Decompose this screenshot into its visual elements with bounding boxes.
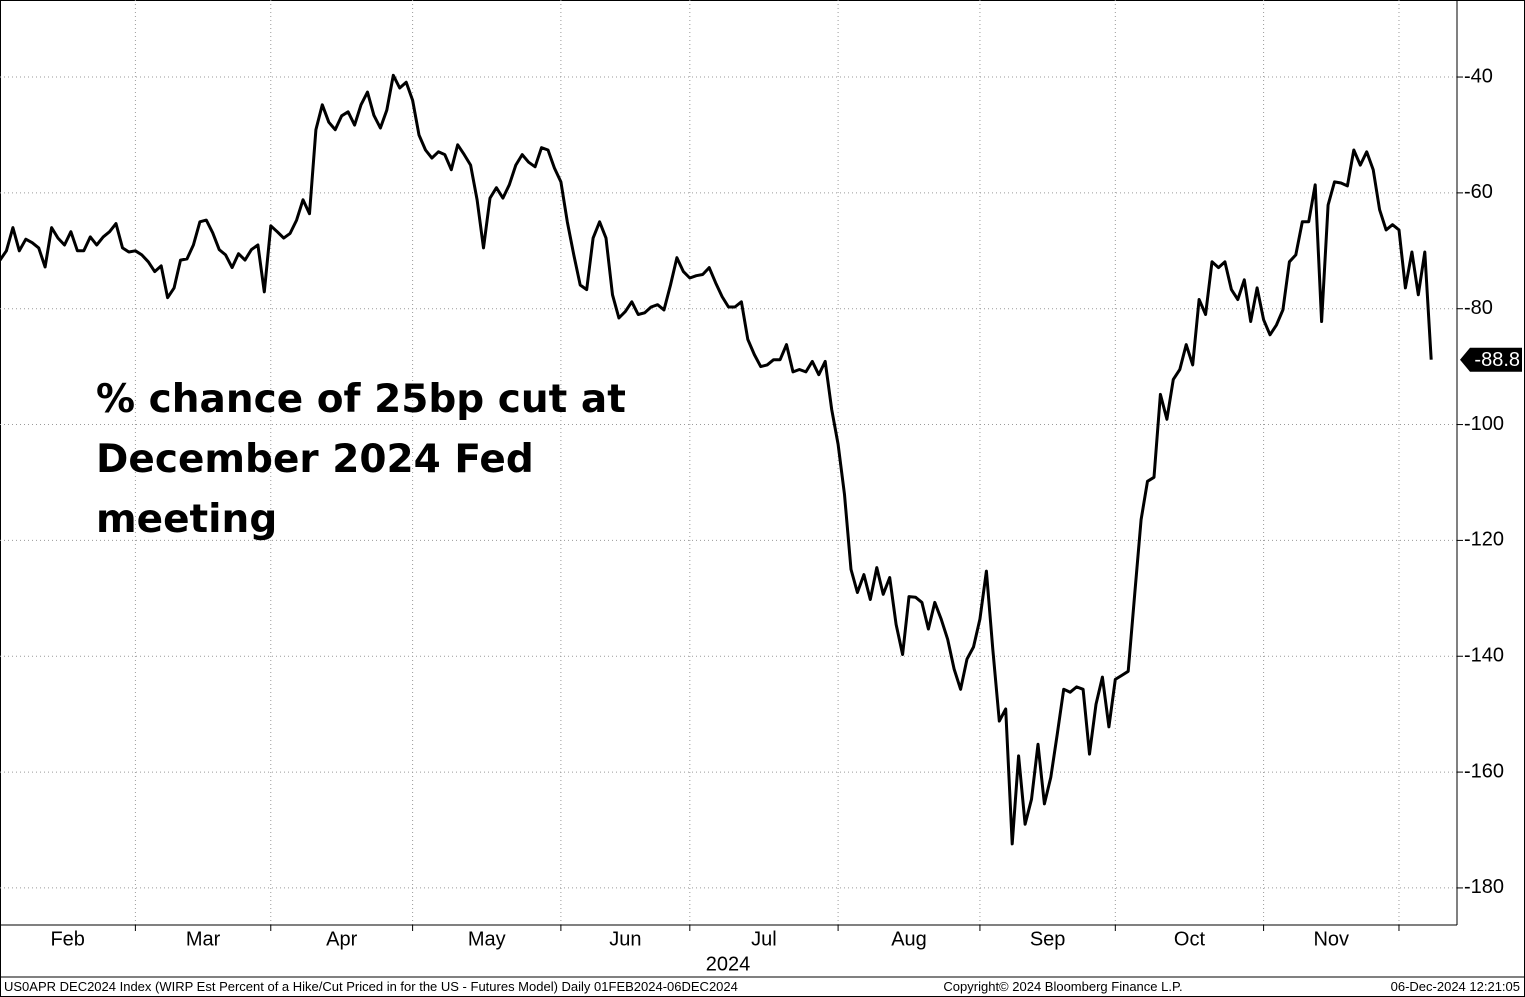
last-value-label: -88.8 [1474, 349, 1520, 371]
x-tick-label: Jun [609, 928, 641, 950]
y-tick-label: -80 [1464, 297, 1493, 319]
x-tick-label: Nov [1313, 928, 1349, 950]
footer-left: US0APR DEC2024 Index (WIRP Est Percent o… [4, 979, 738, 994]
annotation-line: meeting [96, 497, 277, 542]
footer-right: 06-Dec-2024 12:21:05 [1391, 979, 1520, 994]
x-axis-label: 2024 [706, 953, 751, 975]
x-tick-label: Mar [186, 928, 221, 950]
x-tick-label: Jul [751, 928, 777, 950]
x-tick-label: Aug [891, 928, 927, 950]
y-tick-label: -120 [1464, 529, 1504, 551]
x-tick-label: Feb [50, 928, 84, 950]
grid [0, 0, 1457, 925]
y-tick-label: -140 [1464, 645, 1504, 667]
x-tick-label: May [468, 928, 506, 950]
annotation-line: December 2024 Fed [96, 437, 534, 482]
line [0, 73, 1433, 846]
x-tick-label: Oct [1174, 928, 1206, 950]
x-tick-label: Sep [1030, 928, 1066, 950]
y-tick-label: -180 [1464, 876, 1504, 898]
annotation-line: % chance of 25bp cut at [96, 377, 626, 422]
x-tick-label: Apr [326, 928, 357, 950]
y-tick-label: -160 [1464, 760, 1504, 782]
y-tick-label: -40 [1464, 65, 1493, 87]
last-value-box [1460, 347, 1522, 372]
footer-center: Copyright© 2024 Bloomberg Finance L.P. [943, 979, 1182, 994]
y-tick-label: -100 [1464, 413, 1504, 435]
y-tick-label: -60 [1464, 181, 1493, 203]
